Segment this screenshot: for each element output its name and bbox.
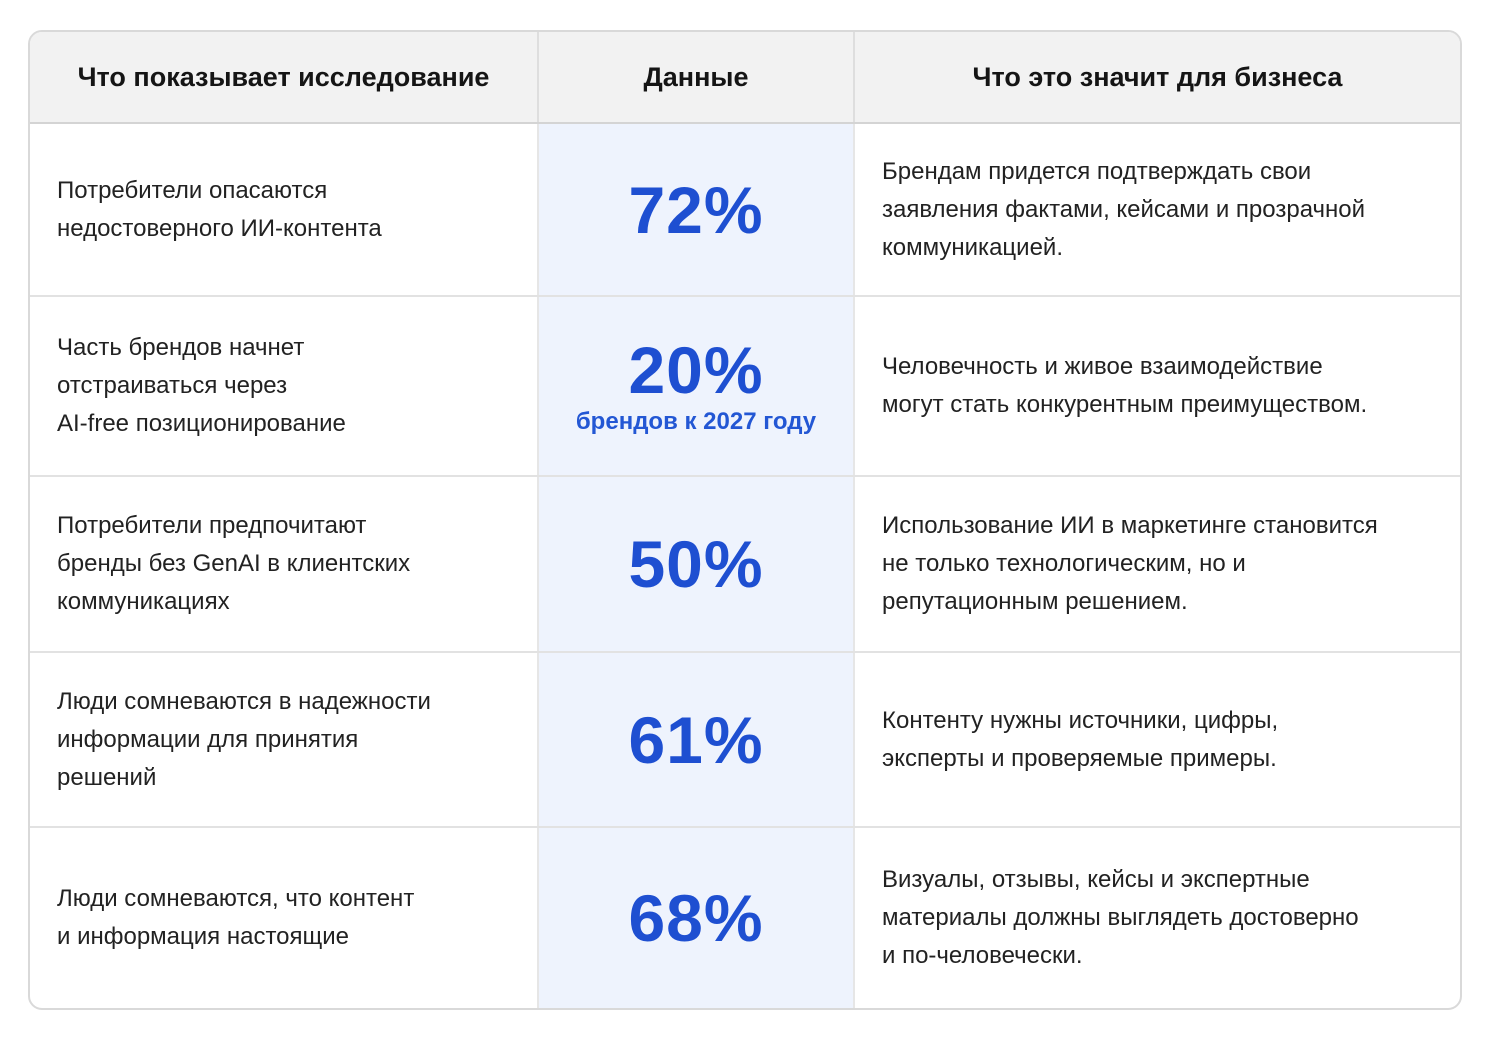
header-finding: Что показывает исследование — [30, 32, 539, 124]
data-cell: 61% — [538, 652, 855, 828]
finding-line: Часть брендов начнет — [57, 334, 305, 361]
finding-line: и информация настоящие — [57, 923, 350, 950]
table-header: Что показывает исследование Данные Что э… — [30, 32, 1460, 124]
table-row: Часть брендов начнет отстраиваться через… — [30, 296, 1460, 477]
finding-line: решений — [57, 763, 157, 791]
meaning-line: материалы должны выглядеть достоверно — [882, 904, 1359, 931]
meaning-cell: Брендам придется подтверждать свои заявл… — [854, 123, 1460, 297]
percent-value: 68% — [628, 881, 764, 955]
finding-cell: Люди сомневаются, что контент и информац… — [30, 827, 539, 1008]
table-row: Люди сомневаются, что контент и информац… — [30, 827, 1460, 1008]
finding-line: Потребители предпочитают — [57, 512, 367, 539]
finding-cell: Люди сомневаются в надежности информации… — [30, 652, 539, 828]
meaning-line: Использование ИИ в маркетинге становится — [882, 512, 1378, 539]
meaning-line: Контенту нужны источники, цифры, — [882, 706, 1279, 734]
percent-value: 61% — [628, 702, 764, 777]
percent-value: 72% — [628, 172, 764, 247]
data-cell: 68% — [538, 827, 855, 1008]
header-row: Что показывает исследование Данные Что э… — [30, 32, 1460, 124]
percent-value: 50% — [628, 527, 764, 601]
meaning-line: эксперты и проверяемые примеры. — [882, 744, 1277, 772]
finding-line: Потребители опасаются — [57, 176, 328, 204]
finding-line: Люди сомневаются в надежности — [57, 687, 431, 715]
header-meaning: Что это значит для бизнеса — [854, 32, 1460, 124]
finding-line: недостоверного ИИ-контента — [57, 214, 382, 242]
finding-line: AI-free позиционирование — [57, 410, 346, 437]
percent-note: брендов к 2027 году — [575, 408, 817, 435]
header-data: Данные — [538, 32, 855, 124]
finding-line: Люди сомневаются, что контент — [57, 885, 415, 912]
finding-cell: Потребители предпочитают бренды без GenA… — [30, 476, 539, 653]
data-cell: 72% — [538, 123, 855, 297]
table-row: Потребители предпочитают бренды без GenA… — [30, 476, 1460, 653]
meaning-line: не только технологическим, но и — [882, 550, 1246, 577]
meaning-line: Визуалы, отзывы, кейсы и экспертные — [882, 866, 1310, 893]
table-row: Люди сомневаются в надежности информации… — [30, 652, 1460, 828]
finding-line: информации для принятия — [57, 725, 359, 753]
percent-value: 20% — [628, 333, 764, 407]
meaning-cell: Человечность и живое взаимодействие могу… — [854, 296, 1460, 477]
meaning-line: и по-человечески. — [882, 942, 1083, 969]
meaning-line: коммуникацией. — [882, 233, 1063, 261]
meaning-cell: Использование ИИ в маркетинге становится… — [854, 476, 1460, 653]
data-cell: 20% брендов к 2027 году — [538, 296, 855, 477]
table-row: Потребители опасаются недостоверного ИИ-… — [30, 123, 1460, 297]
meaning-line: Брендам придется подтверждать свои — [882, 157, 1312, 185]
research-table-card: Что показывает исследование Данные Что э… — [28, 30, 1462, 1010]
research-table: Что показывает исследование Данные Что э… — [30, 32, 1460, 1008]
meaning-cell: Визуалы, отзывы, кейсы и экспертные мате… — [854, 827, 1460, 1008]
finding-cell: Потребители опасаются недостоверного ИИ-… — [30, 123, 539, 297]
finding-line: отстраиваться через — [57, 372, 288, 399]
data-cell: 50% — [538, 476, 855, 653]
meaning-line: репутационным решением. — [882, 588, 1188, 615]
meaning-line: заявления фактами, кейсами и прозрачной — [882, 195, 1366, 223]
table-body: Потребители опасаются недостоверного ИИ-… — [30, 123, 1460, 1008]
meaning-cell: Контенту нужны источники, цифры, эксперт… — [854, 652, 1460, 828]
finding-line: коммуникациях — [57, 588, 230, 615]
finding-cell: Часть брендов начнет отстраиваться через… — [30, 296, 539, 477]
meaning-line: Человечность и живое взаимодействие — [882, 353, 1323, 380]
meaning-line: могут стать конкурентным преимуществом. — [882, 391, 1368, 418]
finding-line: бренды без GenAI в клиентских — [57, 550, 411, 577]
